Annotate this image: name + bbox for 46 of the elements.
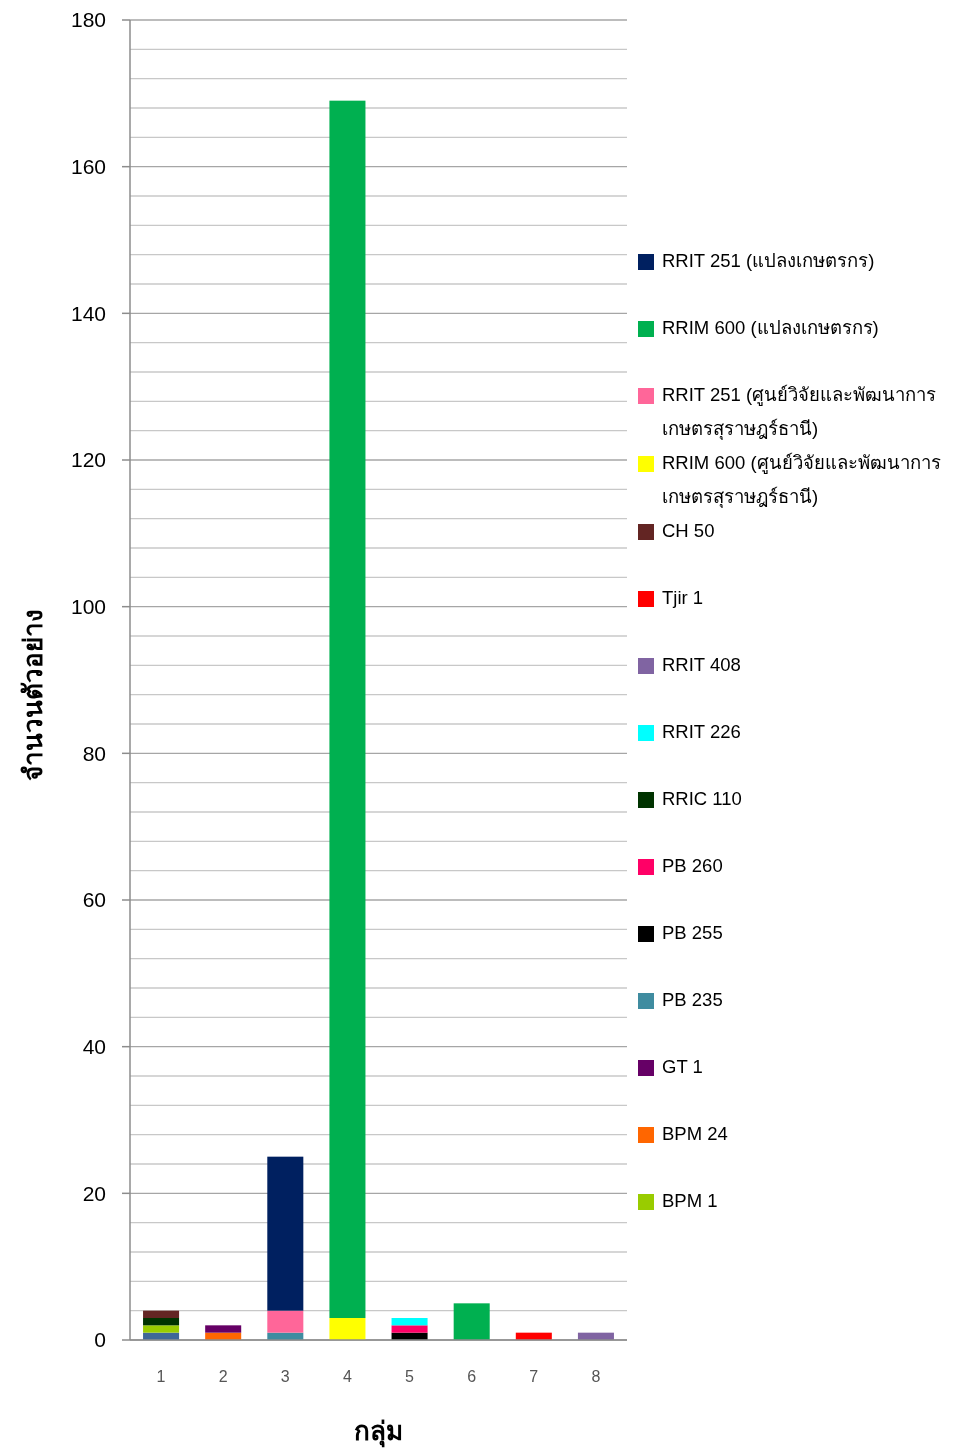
y-tick-label: 160 — [70, 155, 106, 179]
y-tick-label: 20 — [82, 1181, 106, 1205]
y-tick-label: 0 — [94, 1328, 106, 1352]
x-tick-label: 6 — [467, 1368, 477, 1385]
legend-label: CH 50 — [662, 519, 715, 543]
legend-label: RRIM 600 (แปลงเกษตรกร) — [662, 316, 879, 340]
x-tick-label: 1 — [156, 1368, 166, 1385]
legend-label: PB 255 — [662, 921, 723, 945]
legend-label: BPM 24 — [662, 1122, 728, 1146]
x-tick-label: 4 — [342, 1368, 352, 1385]
legend-label: RRIC 110 — [662, 787, 742, 811]
y-tick-label: 40 — [82, 1035, 106, 1059]
bar — [329, 1318, 366, 1340]
legend-label: PB 260 — [662, 854, 723, 878]
y-tick-label: 140 — [70, 301, 106, 325]
legend-label: RRIT 251 (แปลงเกษตรกร) — [662, 249, 875, 273]
x-tick-label: 5 — [405, 1368, 415, 1385]
bar — [143, 1325, 180, 1333]
legend-label: Tjir 1 — [662, 586, 704, 610]
legend-label: RRIT 251 (ศูนย์วิจัยและพัฒนาการเกษตรสุราษฎร์ธานี) — [662, 383, 938, 442]
y-tick-label: 80 — [82, 741, 106, 765]
y-tick-label: 100 — [70, 595, 106, 619]
y-tick-label: 120 — [70, 448, 106, 472]
legend-label: RRIM 600 (ศูนย์วิจัยและพัฒนาการเกษตรสุราษฎร์ธานี) — [662, 451, 942, 510]
legend-label: RRIT 226 — [662, 720, 741, 744]
legend-label: BPM 1 — [662, 1189, 718, 1213]
bar — [391, 1325, 428, 1333]
bar — [453, 1303, 490, 1340]
x-tick-label: 2 — [218, 1368, 228, 1385]
y-tick-label: 180 — [70, 8, 106, 32]
x-tick-label: 7 — [529, 1368, 539, 1385]
bar — [329, 100, 366, 1318]
legend-label: PB 235 — [662, 988, 723, 1012]
bar — [205, 1325, 242, 1333]
y-axis-title: จำนวนตัวอย่าง — [18, 609, 48, 781]
x-axis-title: กลุ่ม — [354, 1416, 403, 1448]
bar — [143, 1310, 180, 1318]
bar — [267, 1156, 304, 1311]
y-tick-label: 60 — [82, 888, 106, 912]
x-tick-label: 8 — [591, 1368, 601, 1385]
bar — [267, 1310, 304, 1333]
legend-label: RRIT 408 — [662, 653, 741, 677]
bar — [143, 1318, 180, 1326]
x-tick-label: 3 — [280, 1368, 290, 1385]
legend-label: GT 1 — [662, 1055, 703, 1079]
bar — [391, 1318, 428, 1326]
